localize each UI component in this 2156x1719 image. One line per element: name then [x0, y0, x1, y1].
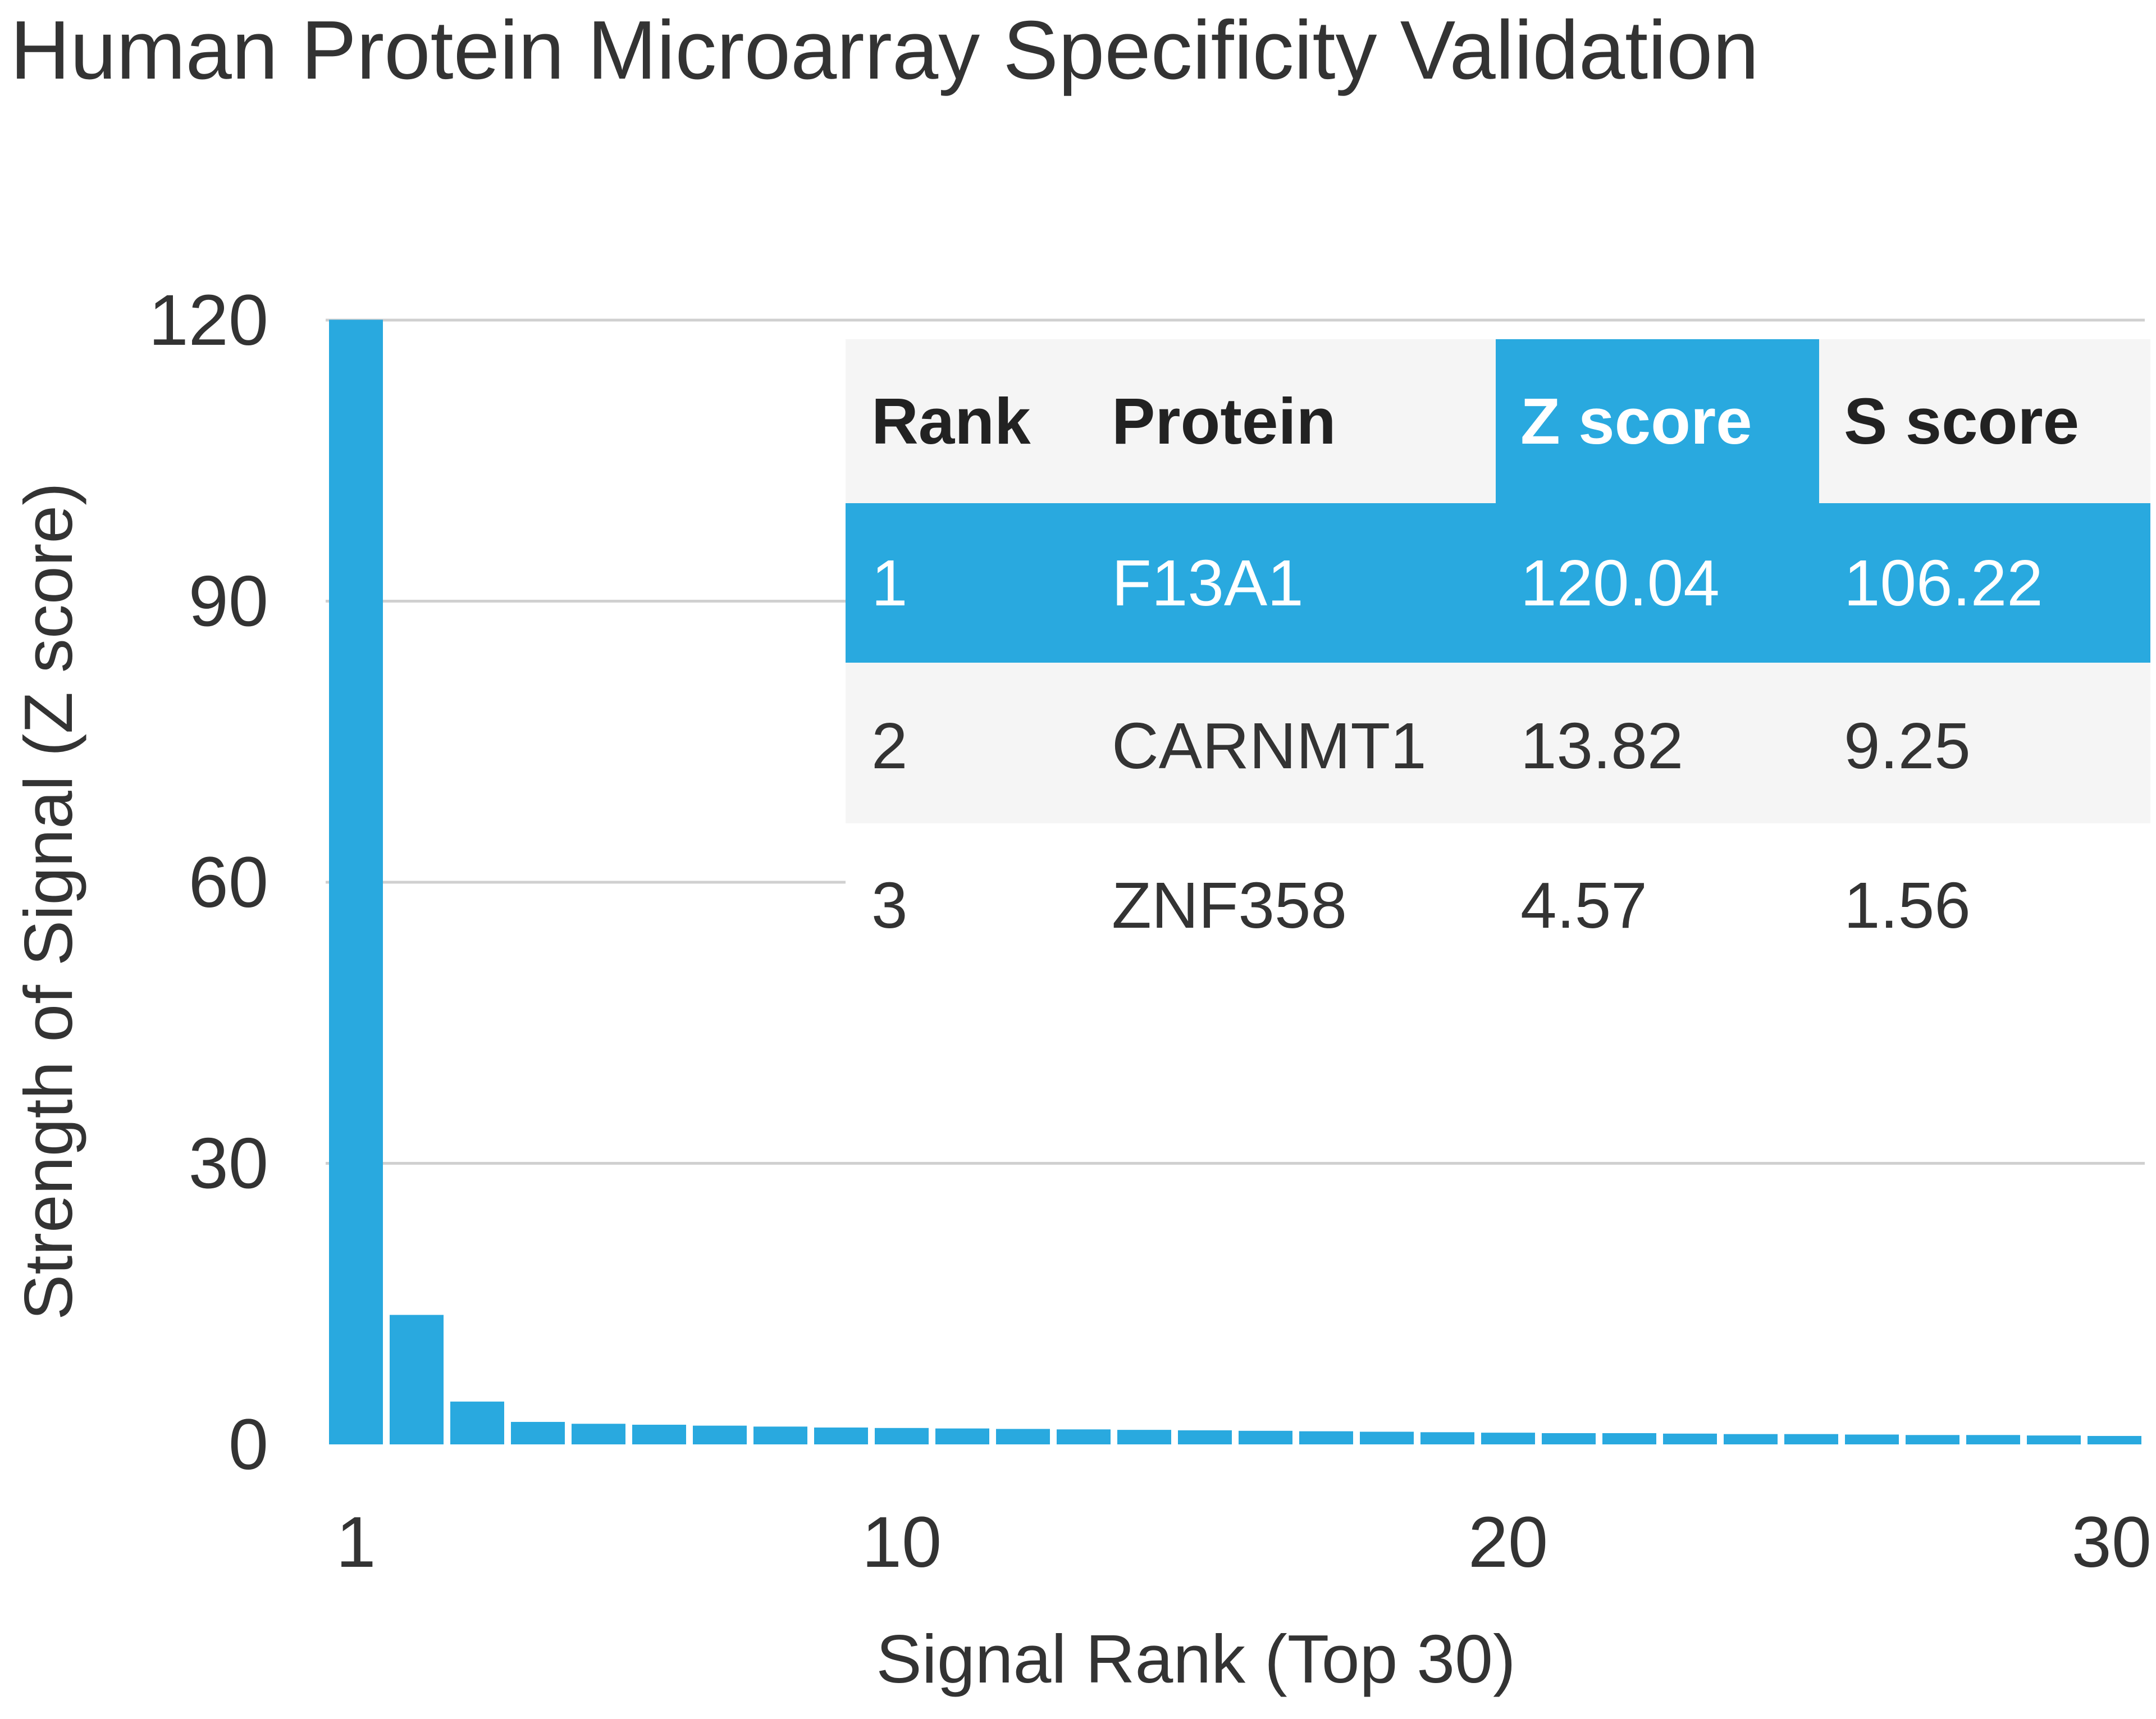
- table-cell: 1.56: [1844, 869, 1971, 942]
- y-tick-label: 30: [189, 1124, 268, 1204]
- bar-rank-18: [1360, 1431, 1414, 1444]
- bar-rank-15: [1178, 1430, 1232, 1444]
- x-tick-label: 20: [1468, 1502, 1548, 1583]
- x-tick-label: 10: [862, 1502, 942, 1583]
- table-cell: F13A1: [1112, 546, 1304, 619]
- y-tick-label: 120: [148, 280, 268, 361]
- z-score-header-highlight: [1496, 339, 1819, 503]
- table-cell: 106.22: [1844, 546, 2043, 619]
- bar-rank-22: [1602, 1433, 1656, 1444]
- y-axis-label: Strength of Signal (Z score): [10, 482, 86, 1320]
- bar-rank-20: [1481, 1433, 1535, 1444]
- table-cell: 120.04: [1520, 546, 1720, 619]
- table-cell: 9.25: [1844, 709, 1971, 782]
- results-table: Rank Protein Z score S score 1 F13A1 120.04 106…: [846, 339, 2150, 981]
- bar-rank-2: [390, 1315, 444, 1444]
- table-cell: 2: [871, 709, 908, 782]
- bar-rank-9: [814, 1427, 868, 1444]
- x-axis-ticks: 1 10 20 30: [336, 1502, 2152, 1583]
- table-header-cell: Rank: [871, 385, 1031, 458]
- bar-rank-1: [329, 320, 383, 1444]
- bar-rank-21: [1542, 1433, 1596, 1444]
- table-row-3-background: [846, 823, 2150, 981]
- bar-rank-11: [935, 1428, 989, 1444]
- bar-rank-23: [1663, 1433, 1717, 1444]
- bar-rank-24: [1724, 1434, 1778, 1444]
- y-axis-ticks: 0 30 60 90 120: [148, 280, 268, 1485]
- bar-rank-4: [511, 1421, 565, 1444]
- bar-rank-7: [693, 1425, 747, 1444]
- bar-rank-29: [2027, 1435, 2081, 1444]
- x-tick-label: 1: [336, 1502, 376, 1583]
- bar-rank-19: [1420, 1432, 1474, 1444]
- table-header-cell: Z score: [1520, 385, 1752, 458]
- bar-rank-12: [996, 1429, 1050, 1444]
- bars: [329, 320, 2141, 1444]
- table-row-1-highlight: [846, 503, 2150, 663]
- table-cell: 1: [871, 546, 908, 619]
- bar-rank-30: [2088, 1435, 2141, 1444]
- table-cells: Rank Protein Z score S score 1 F13A1 120.04 106…: [871, 385, 2079, 942]
- table-cell: 4.57: [1520, 869, 1647, 942]
- bar-rank-28: [1966, 1435, 2020, 1444]
- table-cell: 13.82: [1520, 709, 1683, 782]
- table-cell: ZNF358: [1112, 869, 1347, 942]
- bar-rank-8: [753, 1426, 807, 1444]
- y-tick-label: 60: [189, 842, 268, 923]
- bar-rank-10: [875, 1428, 929, 1444]
- table-header-cell: Protein: [1112, 385, 1336, 458]
- bar-rank-16: [1239, 1430, 1292, 1444]
- table-header-cell: S score: [1844, 385, 2079, 458]
- bar-rank-3: [450, 1401, 504, 1444]
- table-cell: CARNMT1: [1112, 709, 1427, 782]
- bar-rank-25: [1784, 1434, 1838, 1444]
- bar-rank-14: [1117, 1430, 1171, 1444]
- bar-rank-5: [572, 1424, 625, 1444]
- chart-title: Human Protein Microarray Specificity Val…: [10, 4, 1759, 97]
- bar-rank-26: [1845, 1434, 1899, 1444]
- x-axis-label: Signal Rank (Top 30): [876, 1621, 1515, 1697]
- bar-rank-27: [1906, 1435, 1959, 1444]
- x-tick-label: 30: [2072, 1502, 2152, 1583]
- bar-rank-6: [632, 1424, 686, 1444]
- bar-rank-17: [1299, 1431, 1353, 1444]
- bar-rank-13: [1057, 1429, 1111, 1444]
- y-tick-label: 0: [229, 1405, 268, 1485]
- table-cell: 3: [871, 869, 908, 942]
- y-tick-label: 90: [189, 562, 268, 642]
